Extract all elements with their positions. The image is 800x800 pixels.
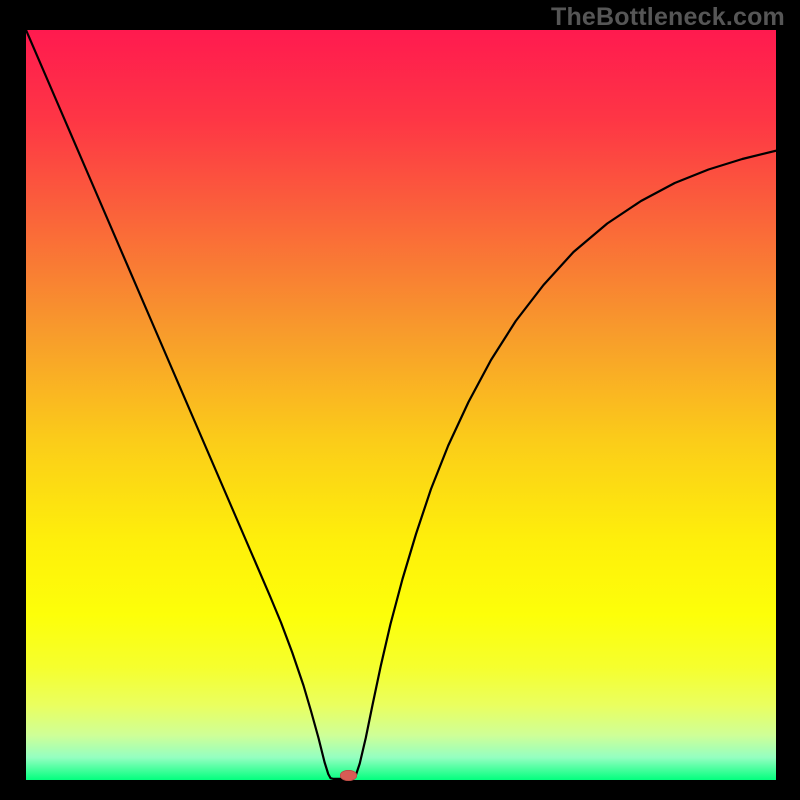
optimum-marker [340, 770, 357, 781]
chart-container: TheBottleneck.com [0, 0, 800, 800]
chart-background-gradient [26, 30, 776, 780]
watermark-text: TheBottleneck.com [551, 3, 785, 32]
plot-area [26, 30, 776, 780]
